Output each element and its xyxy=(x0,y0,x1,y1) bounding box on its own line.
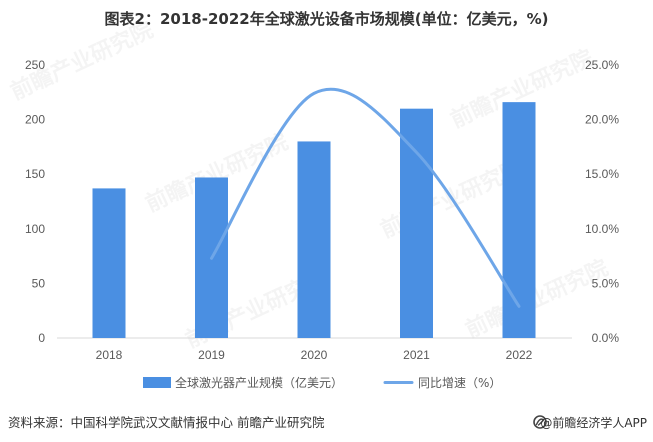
x-tick-label: 2019 xyxy=(198,348,225,362)
y-tick-label-right: 25.0% xyxy=(585,58,619,72)
y-tick-label-right: 10.0% xyxy=(585,222,619,236)
y-tick-label-left: 200 xyxy=(25,113,45,127)
bar-series xyxy=(92,102,536,339)
y-tick-label-right: 5.0% xyxy=(592,276,620,290)
y-tick-label-left: 250 xyxy=(25,58,45,72)
y-tick-label-right: 0.0% xyxy=(592,331,620,345)
y-tick-label-left: 0 xyxy=(38,331,45,345)
y-tick-label-left: 50 xyxy=(32,276,46,290)
brand-logo-icon xyxy=(533,415,547,429)
brand-label: @前瞻经济学人APP xyxy=(540,415,647,430)
bar-2018 xyxy=(92,188,126,338)
line-point-2019 xyxy=(210,256,214,260)
x-tick-label: 2021 xyxy=(403,348,430,362)
legend-bar-swatch xyxy=(143,377,171,388)
line-point-2021 xyxy=(415,150,419,154)
growth-line-series xyxy=(210,87,521,308)
source-note: 资料来源：中国科学院武汉文献情报中心 前瞻产业研究院 xyxy=(8,415,325,430)
x-tick-label: 2018 xyxy=(96,348,123,362)
legend-line-label: 同比增速（%） xyxy=(418,376,501,390)
y-axis-right: 0.0% 5.0% 10.0% 15.0% 20.0% 25.0% xyxy=(585,58,619,345)
line-point-2020 xyxy=(312,91,316,95)
bar-2022 xyxy=(502,102,536,339)
bar-2021 xyxy=(400,108,433,339)
legend-bar-label: 全球激光器产业规模（亿美元） xyxy=(175,375,343,390)
y-tick-label-right: 20.0% xyxy=(585,113,619,127)
chart-title: 图表2：2018-2022年全球激光设备市场规模(单位：亿美元，%) xyxy=(105,10,549,28)
growth-line xyxy=(210,87,521,308)
x-tick-label: 2020 xyxy=(301,348,328,362)
y-tick-label-left: 150 xyxy=(25,167,45,181)
y-tick-label-right: 15.0% xyxy=(585,167,619,181)
y-axis-left: 0 50 100 150 200 250 xyxy=(25,58,45,345)
y-tick-label-left: 100 xyxy=(25,222,45,236)
bar-2020 xyxy=(297,141,331,338)
brand: @前瞻经济学人APP xyxy=(533,415,647,430)
x-tick-label: 2022 xyxy=(506,348,533,362)
legend: 全球激光器产业规模（亿美元） 同比增速（%） xyxy=(143,375,501,390)
line-point-2022 xyxy=(517,304,521,308)
x-axis: 2018 2019 2020 2021 2022 xyxy=(96,348,533,362)
